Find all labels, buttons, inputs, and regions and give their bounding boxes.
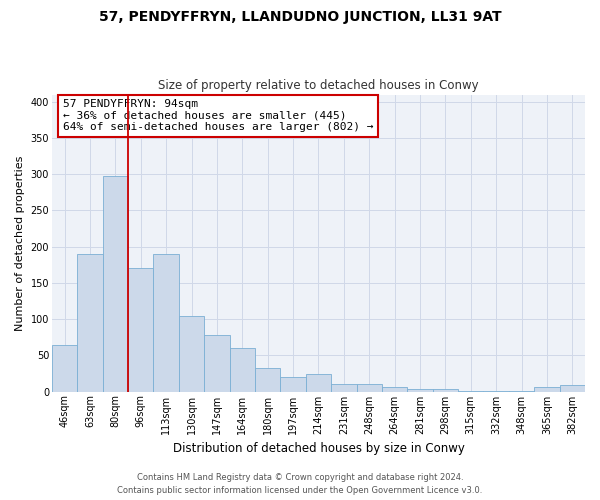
Bar	[103, 176, 128, 392]
Bar	[306, 374, 331, 392]
Bar	[128, 268, 154, 392]
Title: Size of property relative to detached houses in Conwy: Size of property relative to detached ho…	[158, 79, 479, 92]
Bar	[534, 386, 560, 392]
Bar	[407, 388, 433, 392]
Bar	[509, 391, 534, 392]
Bar	[154, 254, 179, 392]
Bar	[382, 388, 407, 392]
Bar	[77, 254, 103, 392]
Bar	[356, 384, 382, 392]
Bar	[280, 377, 306, 392]
Bar	[179, 316, 204, 392]
Bar	[484, 391, 509, 392]
Y-axis label: Number of detached properties: Number of detached properties	[15, 156, 25, 331]
Bar	[560, 385, 585, 392]
Text: 57, PENDYFFRYN, LLANDUDNO JUNCTION, LL31 9AT: 57, PENDYFFRYN, LLANDUDNO JUNCTION, LL31…	[98, 10, 502, 24]
Bar	[458, 391, 484, 392]
Bar	[255, 368, 280, 392]
Bar	[204, 335, 230, 392]
Bar	[52, 344, 77, 392]
X-axis label: Distribution of detached houses by size in Conwy: Distribution of detached houses by size …	[173, 442, 464, 455]
Bar	[433, 388, 458, 392]
Text: 57 PENDYFFRYN: 94sqm
← 36% of detached houses are smaller (445)
64% of semi-deta: 57 PENDYFFRYN: 94sqm ← 36% of detached h…	[62, 99, 373, 132]
Bar	[230, 348, 255, 392]
Text: Contains HM Land Registry data © Crown copyright and database right 2024.
Contai: Contains HM Land Registry data © Crown c…	[118, 474, 482, 495]
Bar	[331, 384, 356, 392]
